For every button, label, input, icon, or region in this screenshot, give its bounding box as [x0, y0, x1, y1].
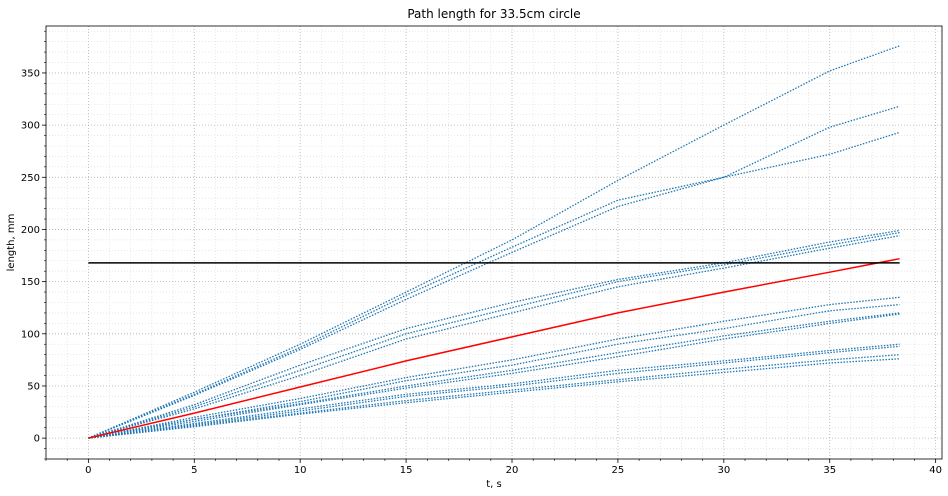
path-line-8 — [88, 303, 900, 439]
x-tick-label: 25 — [612, 465, 625, 476]
x-tick-label: 20 — [506, 465, 519, 476]
path-line-7 — [88, 296, 900, 439]
y-tick-label: 0 — [34, 434, 40, 445]
axes-frame — [45, 25, 943, 460]
plot-frame — [45, 25, 943, 460]
x-tick-label: 10 — [294, 465, 307, 476]
path-line-4 — [88, 229, 900, 439]
ticks: 0 5 10 15 20 25 30 35 40 0 50 100 150 200 250 300 350 — [21, 30, 942, 476]
path-line-11 — [88, 343, 900, 439]
x-tick-label: 35 — [823, 465, 836, 476]
y-tick-label: 50 — [27, 381, 40, 392]
x-tick-label: 0 — [85, 465, 91, 476]
path-line-10 — [88, 313, 900, 439]
chart-title: Path length for 33.5cm circle — [407, 7, 580, 21]
y-axis-label: length, mm — [6, 214, 17, 272]
path-line-14 — [88, 358, 900, 439]
mean-path-line — [88, 257, 900, 439]
y-tick-label: 100 — [21, 329, 40, 340]
y-tick-label: 200 — [21, 225, 40, 236]
y-tick-label: 300 — [21, 121, 40, 132]
path-line-2 — [88, 105, 900, 439]
x-tick-label: 30 — [717, 465, 730, 476]
grid — [45, 26, 942, 460]
y-tick-label: 350 — [21, 68, 40, 79]
path-line-5 — [88, 231, 900, 439]
path-line-3 — [88, 131, 900, 439]
path-line-13 — [88, 354, 900, 439]
y-tick-label: 250 — [21, 173, 40, 184]
series-group — [88, 45, 900, 439]
path-line-6 — [88, 235, 900, 439]
path-line-9 — [88, 312, 900, 439]
path-line-1 — [88, 45, 900, 439]
x-tick-label: 15 — [400, 465, 413, 476]
x-axis-label: t, s — [486, 479, 502, 490]
x-tick-label: 5 — [191, 465, 197, 476]
path-line-12 — [88, 345, 900, 439]
y-tick-label: 150 — [21, 277, 40, 288]
x-tick-label: 40 — [929, 465, 942, 476]
